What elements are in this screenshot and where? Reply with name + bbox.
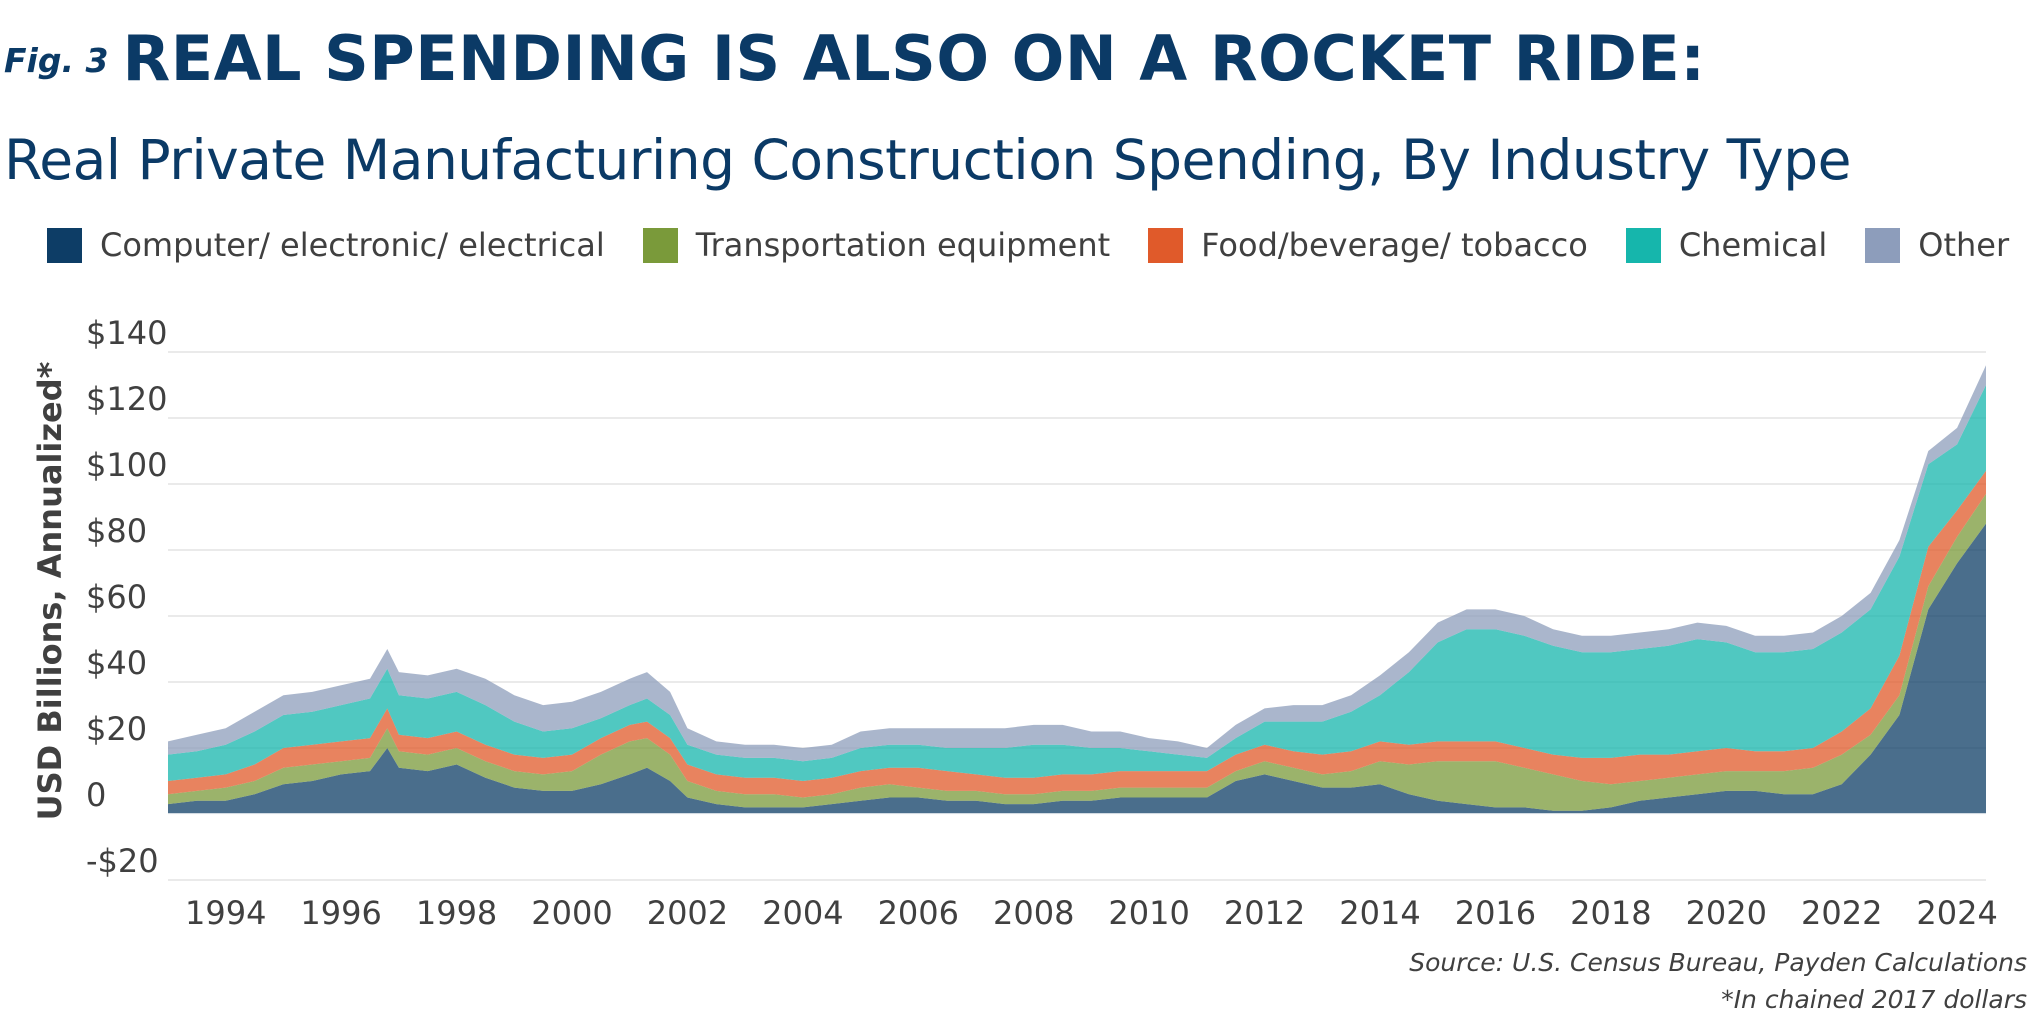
x-tick-label: 1994 bbox=[185, 894, 266, 932]
x-tick-label: 2020 bbox=[1686, 894, 1767, 932]
x-tick-label: 2014 bbox=[1339, 894, 1420, 932]
y-tick-label: $40 bbox=[86, 644, 147, 682]
legend-swatch bbox=[47, 227, 82, 263]
source-note: Source: U.S. Census Bureau, Payden Calcu… bbox=[1409, 948, 2027, 977]
legend-swatch bbox=[1865, 227, 1901, 263]
y-tick-label: $20 bbox=[86, 710, 147, 748]
legend-item: Computer/ electronic/ electrical bbox=[47, 226, 605, 264]
x-tick-label: 2000 bbox=[531, 894, 612, 932]
chart-header: Fig. 3 REAL SPENDING IS ALSO ON A ROCKET … bbox=[4, 22, 1706, 95]
chart-footer: Source: U.S. Census Bureau, Payden Calcu… bbox=[1409, 944, 2027, 1018]
figure-label: Fig. 3 bbox=[4, 41, 109, 80]
chart-legend: Computer/ electronic/ electrical Transpor… bbox=[47, 226, 2040, 264]
y-tick-label: 0 bbox=[86, 776, 106, 814]
y-tick-label: $60 bbox=[86, 578, 147, 616]
legend-swatch bbox=[1148, 227, 1184, 263]
area-series-food-beverage-tobacco bbox=[168, 470, 1986, 798]
area-series-chemical bbox=[168, 385, 1986, 781]
x-tick-label: 2022 bbox=[1801, 894, 1882, 932]
x-tick-label: 1998 bbox=[416, 894, 497, 932]
x-tick-label: 2016 bbox=[1455, 894, 1536, 932]
legend-item: Chemical bbox=[1625, 226, 1828, 264]
legend-label: Transportation equipment bbox=[695, 226, 1111, 264]
legend-label: Chemical bbox=[1678, 226, 1828, 264]
x-tick-label: 1996 bbox=[300, 894, 381, 932]
x-tick-label: 2018 bbox=[1570, 894, 1651, 932]
legend-item: Other bbox=[1865, 226, 2009, 264]
chart-title: REAL SPENDING IS ALSO ON A ROCKET RIDE: bbox=[122, 22, 1706, 95]
legend-label: Food/beverage/ tobacco bbox=[1201, 226, 1588, 264]
legend-item: Food/beverage/ tobacco bbox=[1148, 226, 1588, 264]
area-series-computer-electronic-electrical bbox=[168, 523, 1986, 814]
y-tick-label: $100 bbox=[86, 446, 167, 484]
y-tick-label: -$20 bbox=[86, 842, 159, 880]
footnote: *In chained 2017 dollars bbox=[1721, 985, 2027, 1014]
legend-item: Transportation equipment bbox=[642, 226, 1111, 264]
area-series-transportation-equipment bbox=[168, 493, 1986, 811]
y-tick-label: $120 bbox=[86, 380, 167, 418]
x-tick-label: 2010 bbox=[1108, 894, 1189, 932]
legend-swatch bbox=[642, 227, 678, 263]
x-tick-label: 2004 bbox=[762, 894, 843, 932]
x-tick-label: 2002 bbox=[647, 894, 728, 932]
legend-label: Other bbox=[1918, 226, 2010, 264]
y-tick-label: $80 bbox=[86, 512, 147, 550]
y-tick-label: $140 bbox=[86, 314, 167, 352]
x-tick-label: 2012 bbox=[1224, 894, 1305, 932]
legend-swatch bbox=[1625, 227, 1661, 263]
legend-label: Computer/ electronic/ electrical bbox=[100, 226, 605, 264]
x-tick-label: 2008 bbox=[993, 894, 1074, 932]
chart-subtitle: Real Private Manufacturing Construction … bbox=[4, 128, 1851, 192]
x-tick-label: 2024 bbox=[1916, 894, 1997, 932]
x-tick-label: 2006 bbox=[878, 894, 959, 932]
